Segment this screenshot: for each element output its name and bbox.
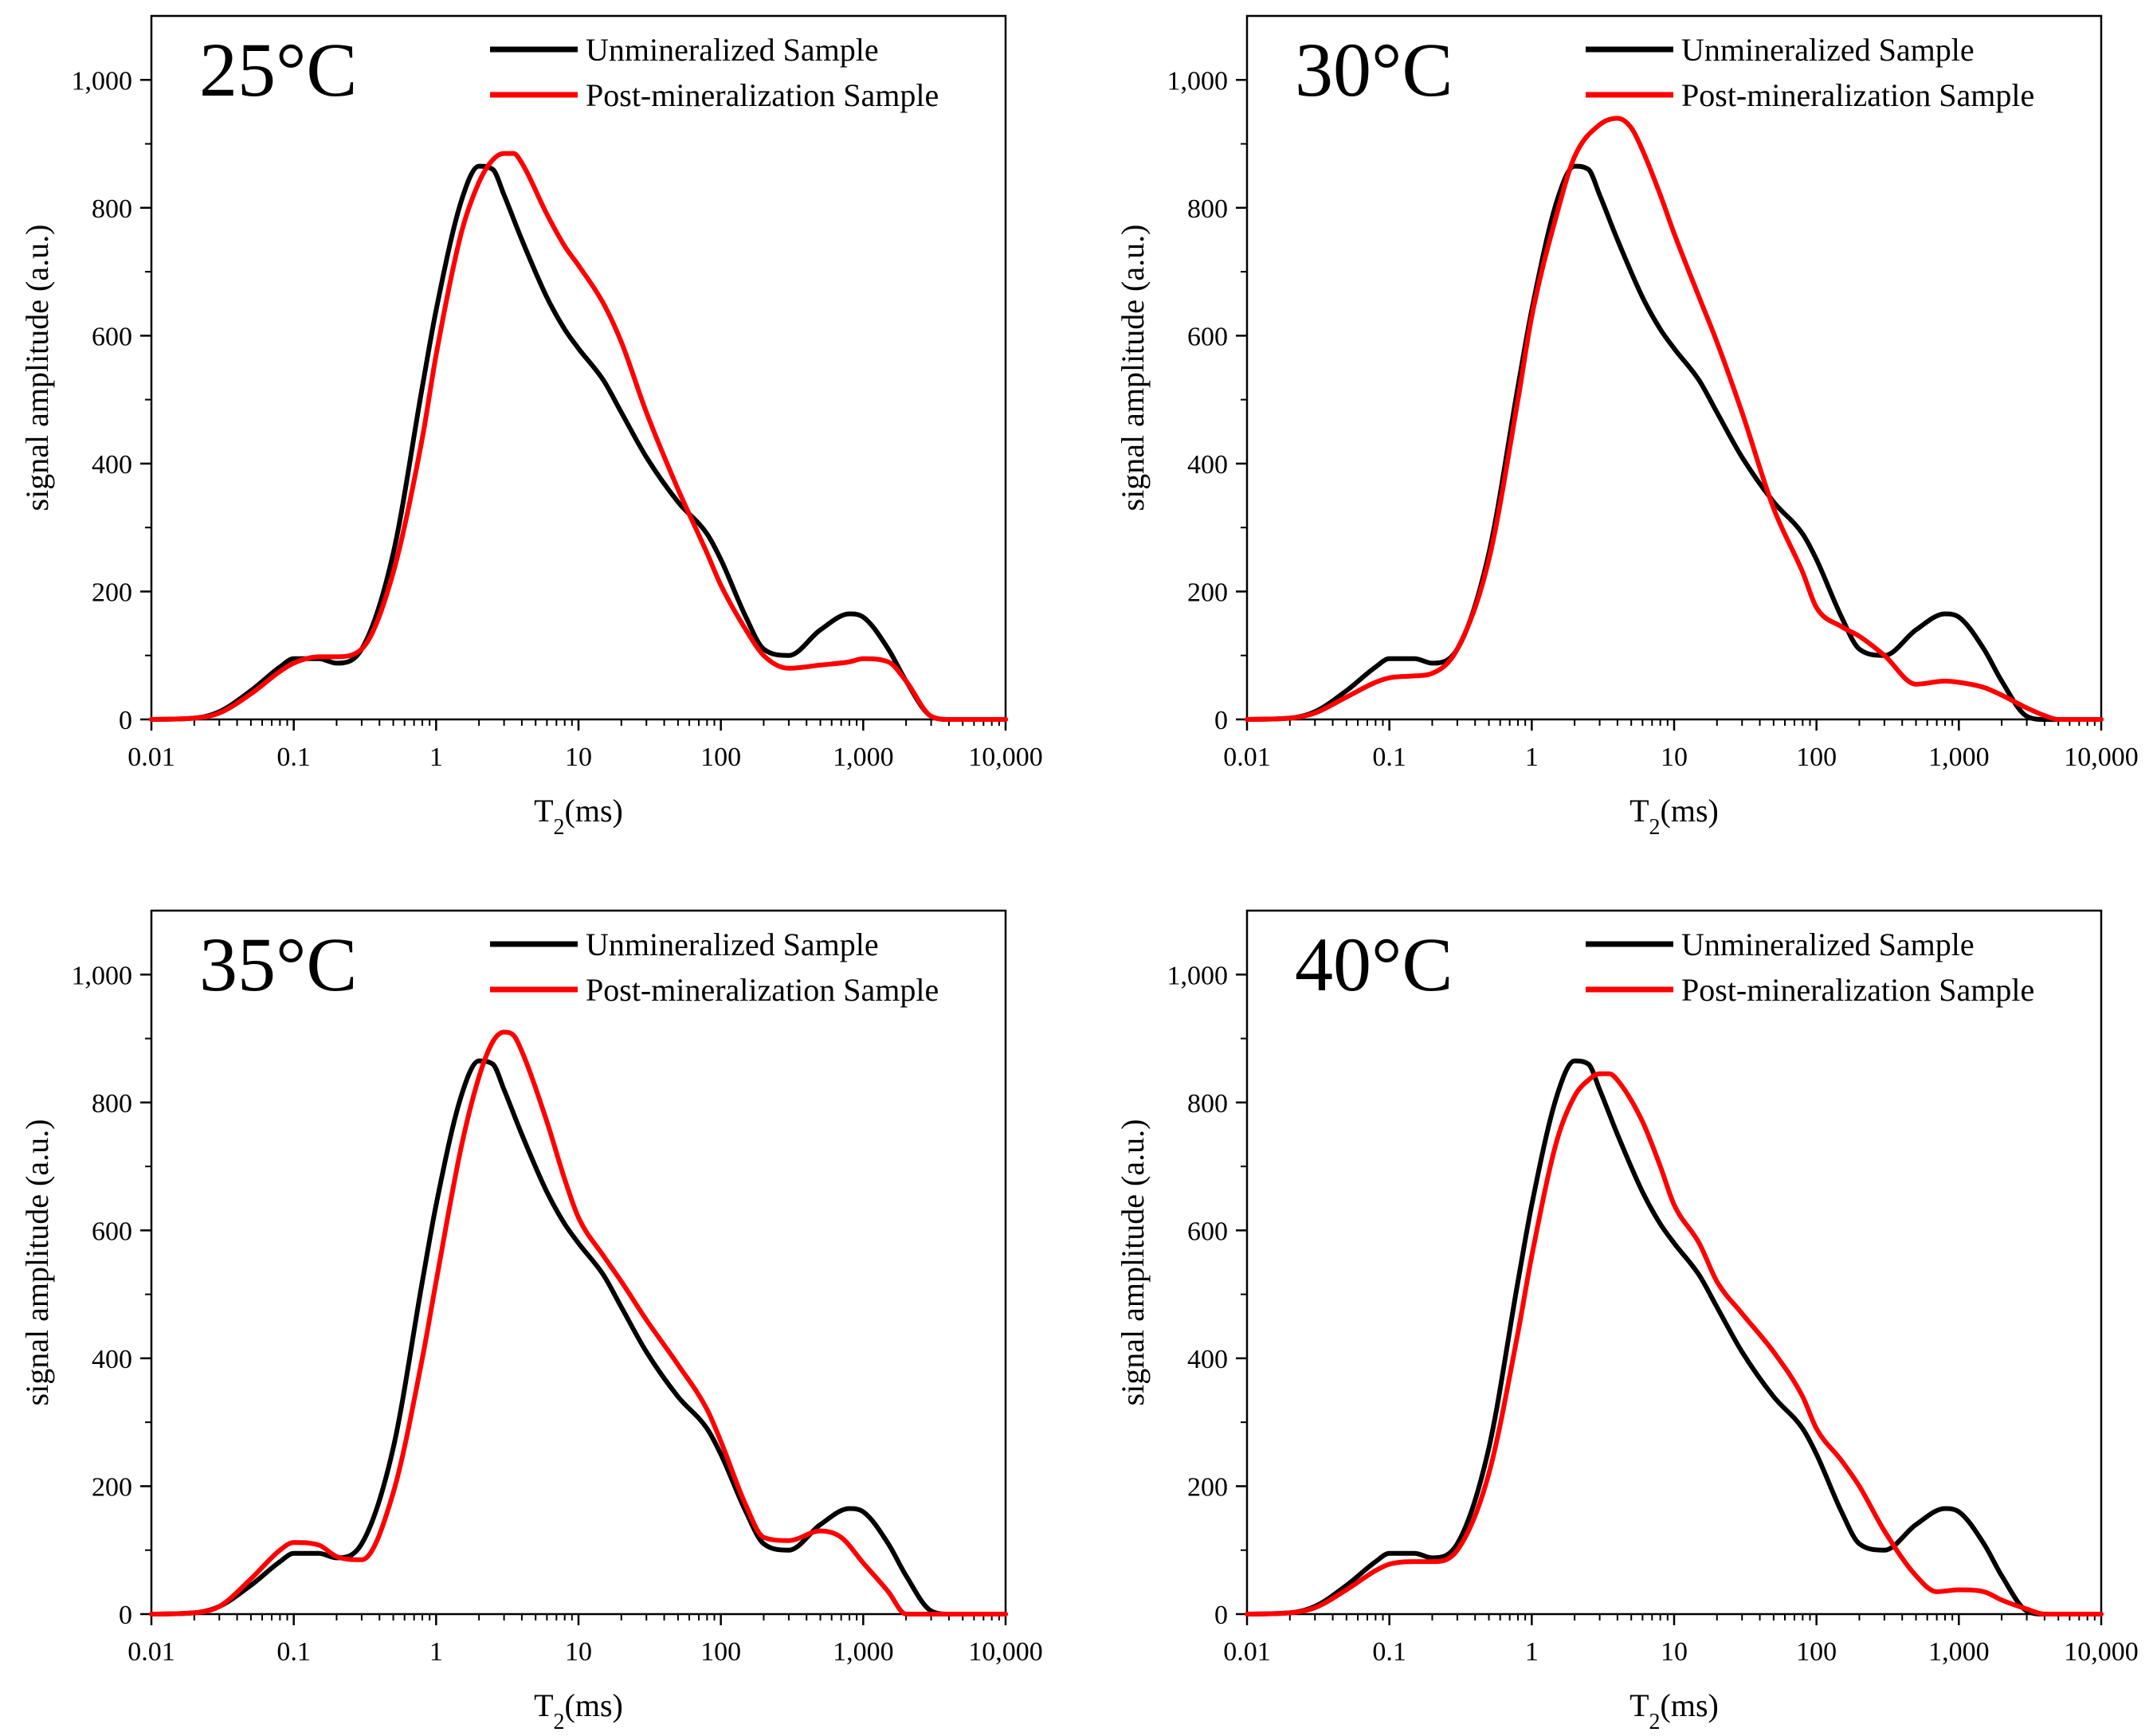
series-line: [1245, 1071, 2104, 1617]
y-axis-title: signal amplitude (a.u.): [19, 225, 55, 511]
legend-label: Unmineralized Sample: [586, 32, 879, 68]
x-tick-label: 0.1: [276, 1637, 311, 1667]
plot-frame: [150, 14, 1007, 721]
plot-frame: [1245, 909, 2103, 1616]
x-tick-label: 10: [1661, 1637, 1688, 1667]
x-tick-label: 10: [565, 743, 592, 772]
chart-panel: 0.01 0.1 1 10 100 1,000 10,000 0 200 400 600 800 1,0…: [1115, 14, 2139, 840]
y-tick-label: 0: [119, 1601, 132, 1630]
x-tick-label: 10,000: [968, 743, 1043, 772]
legend-label: Post-mineralization Sample: [1681, 77, 2034, 113]
plot-frame: [150, 909, 1007, 1616]
chart-panel: 0.01 0.1 1 10 100 1,000 10,000 0 200 400 600 800 1,0…: [1115, 909, 2139, 1734]
series-line: [149, 163, 1008, 723]
y-tick-label: 800: [92, 1089, 132, 1119]
chart-panel: 0.01 0.1 1 10 100 1,000 10,000 0 200 400 600 800 1,0…: [19, 909, 1043, 1734]
x-tick-label: 10,000: [2064, 743, 2139, 772]
y-tick-label: 800: [1187, 1089, 1228, 1119]
y-tick-label: 200: [92, 1472, 132, 1502]
x-tick-label: 0.01: [1223, 743, 1271, 772]
legend-label: Post-mineralization Sample: [586, 77, 939, 113]
y-tick-label: 400: [92, 450, 132, 480]
x-tick-label: 1: [429, 1637, 443, 1667]
x-tick-label: 100: [700, 1637, 741, 1667]
x-tick-label: 0.1: [1372, 1637, 1406, 1667]
x-tick-label: 0.1: [1372, 743, 1406, 772]
y-tick-label: 0: [119, 706, 132, 735]
x-tick-label: 1,000: [1928, 1637, 1990, 1667]
x-tick-label: 1: [1525, 743, 1539, 772]
legend-label: Post-mineralization Sample: [586, 972, 939, 1008]
temperature-label: 25°C: [199, 27, 357, 112]
y-tick-label: 800: [1187, 194, 1228, 224]
y-tick-label: 400: [92, 1345, 132, 1374]
series-line: [1245, 163, 2104, 723]
series-line: [1245, 1058, 2104, 1617]
x-tick-label: 0.01: [1223, 1637, 1271, 1667]
y-axis-title: signal amplitude (a.u.): [19, 1119, 55, 1406]
x-tick-label: 0.1: [276, 743, 311, 772]
y-tick-label: 1,000: [72, 961, 133, 990]
y-tick-label: 600: [92, 1217, 132, 1246]
chart-panel: 0.01 0.1 1 10 100 1,000 10,000 0 200 400 600 800 1,0…: [19, 14, 1043, 840]
y-axis-title: signal amplitude (a.u.): [1115, 1119, 1151, 1406]
x-tick-label: 0.01: [127, 1637, 175, 1667]
y-tick-label: 1,000: [1167, 66, 1229, 96]
y-tick-label: 600: [1187, 1217, 1228, 1246]
x-tick-label: 1: [1525, 1637, 1539, 1667]
y-tick-label: 200: [1187, 578, 1228, 607]
y-tick-label: 600: [92, 322, 132, 351]
y-tick-label: 1,000: [1167, 961, 1229, 990]
y-axis-title: signal amplitude (a.u.): [1115, 225, 1151, 511]
temperature-label: 35°C: [199, 922, 357, 1007]
temperature-label: 30°C: [1295, 27, 1453, 112]
plot-frame: [1245, 14, 2103, 721]
x-tick-label: 10: [565, 1637, 592, 1667]
y-tick-label: 1,000: [72, 66, 133, 96]
y-tick-label: 400: [1187, 450, 1228, 480]
y-tick-label: 800: [92, 194, 132, 224]
x-axis-title: T2(ms): [1629, 793, 1719, 840]
x-axis-title: T2(ms): [534, 793, 623, 840]
legend-label: Unmineralized Sample: [586, 927, 879, 962]
x-axis-title: T2(ms): [534, 1687, 623, 1734]
legend-label: Post-mineralization Sample: [1681, 972, 2034, 1008]
y-tick-label: 200: [92, 578, 132, 607]
legend-label: Unmineralized Sample: [1681, 927, 1975, 962]
y-tick-label: 400: [1187, 1345, 1228, 1374]
x-tick-label: 0.01: [127, 743, 175, 772]
x-tick-label: 10,000: [2064, 1637, 2139, 1667]
legend-label: Unmineralized Sample: [1681, 32, 1975, 68]
series-line: [149, 151, 1008, 723]
x-tick-label: 10,000: [968, 1637, 1043, 1667]
y-tick-label: 200: [1187, 1472, 1228, 1502]
series-line: [149, 1029, 1008, 1616]
x-axis-title: T2(ms): [1629, 1687, 1719, 1734]
x-tick-label: 1: [429, 743, 443, 772]
series-line: [1245, 116, 2104, 722]
x-tick-label: 100: [1796, 743, 1837, 772]
temperature-label: 40°C: [1295, 922, 1453, 1007]
x-tick-label: 1,000: [833, 1637, 894, 1667]
x-tick-label: 100: [1796, 1637, 1837, 1667]
y-tick-label: 0: [1214, 706, 1228, 735]
x-tick-label: 10: [1661, 743, 1688, 772]
x-tick-label: 1,000: [1928, 743, 1990, 772]
y-tick-label: 0: [1214, 1601, 1228, 1630]
x-tick-label: 1,000: [833, 743, 894, 772]
series-line: [149, 1058, 1008, 1617]
y-tick-label: 600: [1187, 322, 1228, 351]
x-tick-label: 100: [700, 743, 741, 772]
